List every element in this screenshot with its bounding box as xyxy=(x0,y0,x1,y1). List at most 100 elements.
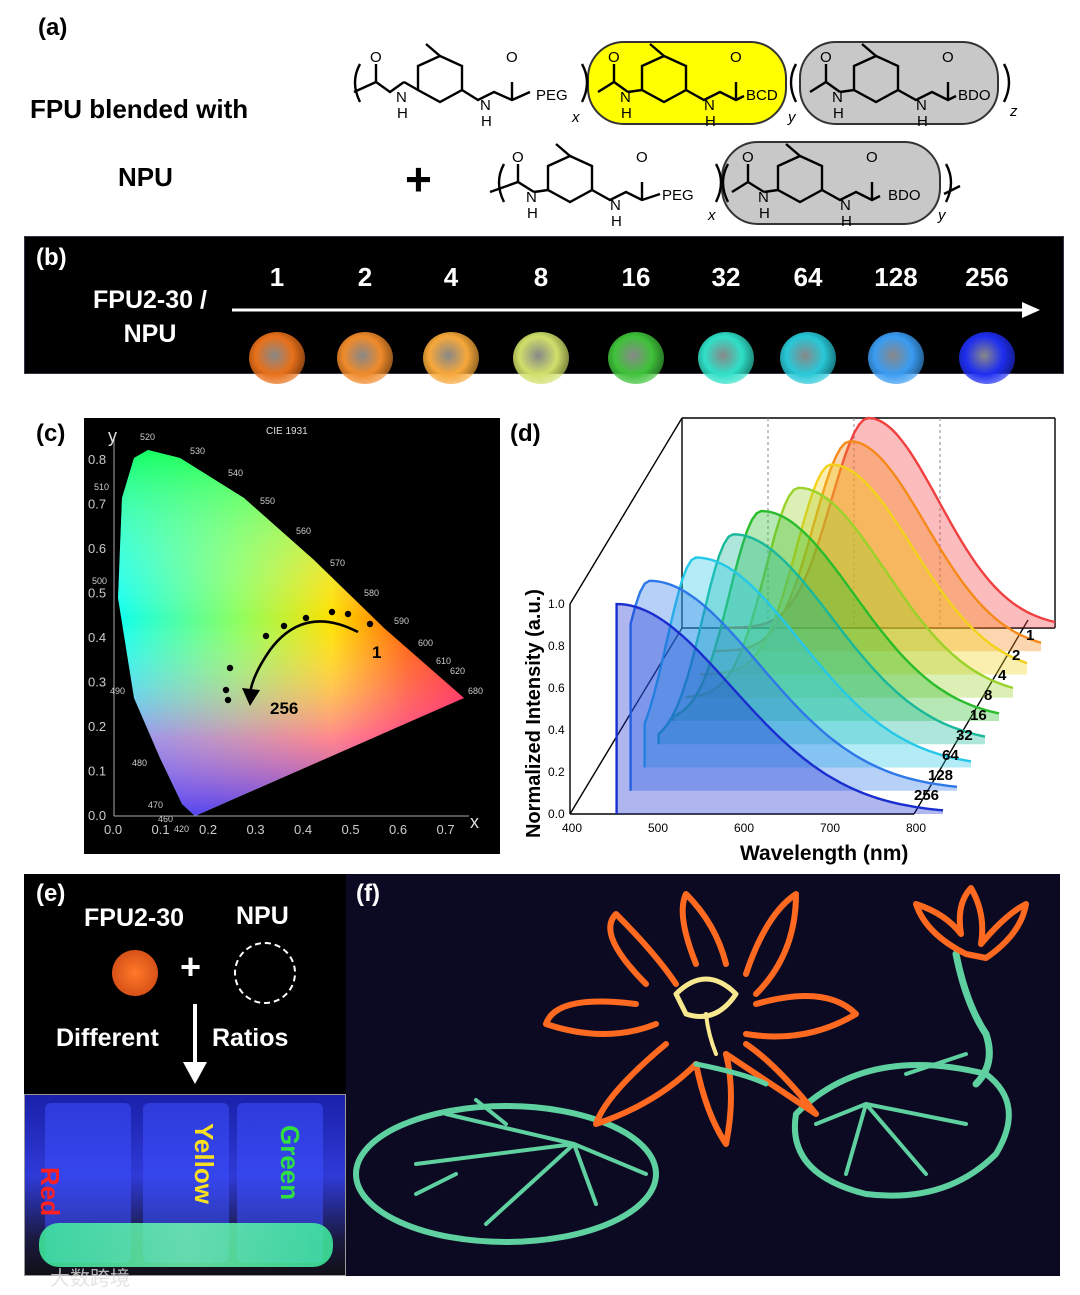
spectra-y-tick: 0.6 xyxy=(548,681,565,695)
cie-y-tick: 0.4 xyxy=(88,630,106,645)
spectrum-area xyxy=(686,487,1013,698)
sample-blob xyxy=(868,332,924,384)
ratio-arrow xyxy=(232,302,1040,318)
sample-blob xyxy=(780,332,836,384)
vial-label-yellow: Yellow xyxy=(189,1123,219,1204)
sample-blob xyxy=(698,332,754,384)
watermark: 大数跨境 xyxy=(50,1268,130,1290)
svg-text:O: O xyxy=(742,149,754,166)
svg-text:x: x xyxy=(571,109,580,126)
panel-e-fpu: FPU2-30 xyxy=(84,904,185,932)
panel-e-ratios: Ratios xyxy=(212,1024,289,1052)
series-label: 2 xyxy=(1012,647,1020,664)
svg-text:Wavelength (nm): Wavelength (nm) xyxy=(740,842,908,865)
cie-y-tick: 0.8 xyxy=(88,452,106,467)
ratio-label: 256 xyxy=(965,262,1009,292)
svg-text:y: y xyxy=(108,426,117,446)
spectrum-area xyxy=(644,557,971,768)
panel-a-line2: NPU xyxy=(118,162,173,192)
spectra-y-tick: 1.0 xyxy=(548,597,565,611)
svg-text:x: x xyxy=(470,812,479,832)
svg-text:620: 620 xyxy=(450,666,465,676)
vial-glow xyxy=(39,1223,333,1267)
svg-text:O: O xyxy=(730,49,742,66)
spectrum-line xyxy=(643,556,972,768)
panel-a-line1: FPU blended with xyxy=(30,94,249,124)
ratio-label: 2 xyxy=(357,262,373,292)
ratio-label: 1 xyxy=(269,262,285,292)
cie-point xyxy=(366,620,374,628)
svg-text:N: N xyxy=(610,197,621,214)
svg-text:N: N xyxy=(916,97,927,114)
svg-text:590: 590 xyxy=(394,616,409,626)
cie-point xyxy=(344,610,352,618)
svg-text:680: 680 xyxy=(468,686,483,696)
svg-text:N: N xyxy=(832,89,843,106)
cie-x-tick: 0.6 xyxy=(389,822,407,837)
svg-text:420: 420 xyxy=(174,824,189,834)
svg-text:N: N xyxy=(480,97,491,114)
cie-x-tick: 0.3 xyxy=(247,822,265,837)
panel-e-label: (e) xyxy=(36,880,66,907)
cie-x-tick: 0.2 xyxy=(199,822,217,837)
spectra-x-tick: 400 xyxy=(562,821,582,835)
series-label: 16 xyxy=(970,707,987,724)
svg-text:Normalized Intensity (a.u.): Normalized Intensity (a.u.) xyxy=(523,589,545,838)
svg-text:O: O xyxy=(820,49,832,66)
spectrum-area xyxy=(728,418,1055,628)
cie-point xyxy=(302,614,310,622)
cie-y-tick: 0.3 xyxy=(88,675,106,690)
svg-text:480: 480 xyxy=(132,758,147,768)
svg-text:CIE 1931: CIE 1931 xyxy=(266,426,308,437)
panel-e-plus: + xyxy=(180,946,202,987)
cie-point xyxy=(222,686,230,694)
svg-text:N: N xyxy=(620,89,631,106)
cie-point xyxy=(280,622,288,630)
svg-text:y: y xyxy=(787,109,797,126)
panel-b-sample-label-2: NPU xyxy=(123,320,177,348)
svg-text:PEG: PEG xyxy=(662,187,694,204)
svg-text:600: 600 xyxy=(418,638,433,648)
svg-text:H: H xyxy=(917,113,928,130)
svg-text:470: 470 xyxy=(148,800,163,810)
cie-y-tick: 0.5 xyxy=(88,586,106,601)
cie-y-tick: 0.0 xyxy=(88,808,106,823)
ratio-label: 8 xyxy=(533,262,549,292)
npu-sample xyxy=(234,942,296,1004)
svg-text:580: 580 xyxy=(364,588,379,598)
svg-text:610: 610 xyxy=(436,656,451,666)
svg-text:N: N xyxy=(396,89,407,106)
sample-blob xyxy=(337,332,393,384)
sample-blob xyxy=(513,332,569,384)
panel-b-sample-label-1: FPU2-30 / xyxy=(93,286,207,314)
cie-x-tick: 0.1 xyxy=(152,822,170,837)
cie-x-tick: 0.4 xyxy=(294,822,312,837)
ratio-label: 4 xyxy=(443,262,459,292)
svg-text:BDO: BDO xyxy=(958,87,991,104)
spectrum-area xyxy=(700,464,1027,675)
spectra-x-tick: 700 xyxy=(820,821,840,835)
panel-f-label: (f) xyxy=(356,880,380,907)
spectrum-line xyxy=(699,463,1028,676)
series-label: 32 xyxy=(956,727,973,744)
series-label: 128 xyxy=(928,767,953,784)
svg-text:PEG: PEG xyxy=(536,87,568,104)
cie-x-tick: 0.0 xyxy=(104,822,122,837)
svg-text:O: O xyxy=(608,49,620,66)
spectrum-line xyxy=(713,440,1042,653)
cie-y-tick: 0.1 xyxy=(88,764,106,779)
vial-label-red: Red xyxy=(35,1167,65,1217)
spectra-y-tick: 0.8 xyxy=(548,639,565,653)
vials-photo: Red Yellow Green xyxy=(24,1094,346,1276)
cie-x-tick: 0.5 xyxy=(342,822,360,837)
spectra-y-tick: 0.4 xyxy=(548,723,565,737)
lotus-drawing xyxy=(353,885,1029,1245)
series-label: 4 xyxy=(998,667,1007,684)
spectra-y-tick: 0.2 xyxy=(548,765,565,779)
series-label: 64 xyxy=(942,747,959,764)
panel-a-plus: + xyxy=(405,153,432,205)
svg-text:x: x xyxy=(707,207,716,224)
svg-text:z: z xyxy=(1009,103,1018,120)
ratio-label: 16 xyxy=(621,262,651,292)
svg-text:H: H xyxy=(833,105,844,122)
